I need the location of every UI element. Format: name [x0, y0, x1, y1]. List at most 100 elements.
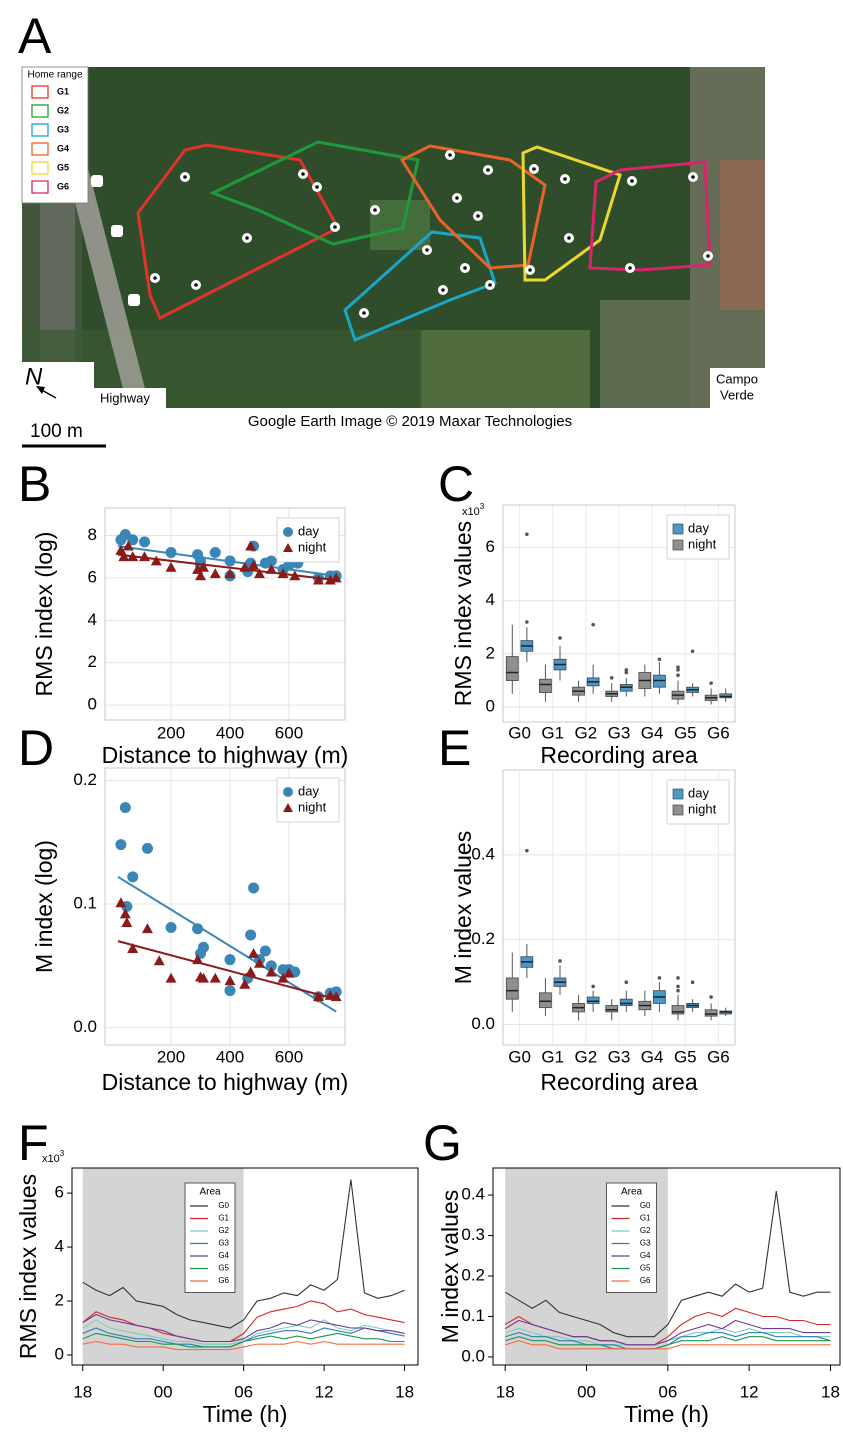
y-tick-label: 6	[55, 1183, 64, 1202]
legend-box	[666, 779, 730, 825]
map-legend-swatch	[31, 123, 49, 137]
y-tick-label: 0.3	[461, 1225, 485, 1244]
outlier	[609, 676, 614, 680]
north-label: N	[25, 363, 43, 390]
box	[505, 977, 519, 1000]
home-range-outline	[343, 230, 497, 343]
box	[539, 678, 552, 693]
y-axis-label: M index values	[437, 1190, 463, 1343]
x-tick-label: 400	[216, 1047, 244, 1066]
point	[283, 559, 295, 571]
recorder-center	[455, 196, 459, 200]
point	[259, 945, 271, 957]
y-tick-label: 4	[486, 590, 495, 609]
y-tick-label: 2	[88, 652, 97, 671]
outlier	[657, 976, 662, 980]
x-tick-label: G5	[674, 1047, 697, 1066]
y-tick-label: 0.1	[461, 1306, 485, 1325]
x-tick-label: 00	[577, 1382, 596, 1401]
outlier	[591, 984, 595, 989]
x-tick-label: 600	[275, 723, 303, 742]
series-line	[82, 1332, 405, 1348]
point	[245, 966, 257, 977]
outlier	[624, 980, 629, 984]
x-tick-label: 200	[157, 723, 185, 742]
series-line	[82, 1179, 405, 1329]
legend-box	[606, 1182, 657, 1293]
site-marker	[111, 225, 123, 237]
point	[197, 941, 209, 953]
y-axis-label: M index values	[450, 831, 476, 984]
map-legend-swatch	[31, 142, 49, 156]
box	[671, 1005, 685, 1015]
box	[539, 992, 552, 1009]
x-axis-label: Distance to highway (m)	[102, 1069, 349, 1095]
outlier	[525, 620, 529, 624]
point	[253, 957, 265, 968]
x-tick-label: G1	[541, 1047, 564, 1066]
point	[153, 955, 165, 966]
map-legend-swatch	[31, 104, 49, 118]
legend-swatch	[672, 523, 684, 535]
recorder-center	[567, 236, 571, 240]
plot-frame	[104, 507, 346, 721]
point	[245, 540, 257, 551]
outlier	[525, 532, 529, 537]
x-tick-label: 600	[275, 1047, 303, 1066]
point	[248, 947, 260, 958]
map-legend-label: G4	[57, 143, 69, 153]
plot-frame	[492, 1167, 841, 1366]
x-tick-label: 06	[234, 1382, 253, 1401]
x-tick-label: G6	[707, 723, 730, 742]
y-tick-label: 0.0	[471, 1014, 495, 1033]
map-legend-swatch	[31, 180, 49, 194]
recorder-center	[532, 167, 536, 171]
x-axis-label: Recording area	[540, 742, 697, 768]
point	[224, 954, 236, 966]
point	[115, 897, 127, 908]
x-axis-label: Recording area	[540, 1069, 697, 1095]
panel-label: E	[438, 720, 471, 776]
legend-label: G2	[640, 1226, 651, 1235]
highway-label: Highway	[100, 390, 150, 405]
legend-label: G5	[218, 1264, 229, 1273]
outlier	[690, 649, 695, 654]
y-axis-label: RMS index values	[15, 1174, 41, 1359]
north-box	[22, 362, 94, 408]
y-axis-label: M index (log)	[31, 840, 57, 973]
box	[586, 996, 600, 1004]
outlier	[676, 665, 680, 670]
recorder-center	[630, 179, 634, 183]
panel-label: A	[18, 8, 52, 64]
panel-label: D	[18, 720, 54, 776]
panel-label: F	[18, 1115, 49, 1171]
outlier	[676, 988, 680, 993]
point	[119, 802, 131, 814]
map-legend-swatch	[31, 85, 49, 99]
home-range-outline	[209, 140, 420, 246]
recorder-center	[691, 175, 695, 179]
legend-label: day	[688, 520, 709, 535]
home-range-outline	[399, 144, 547, 270]
y-tick-label: 0	[55, 1344, 64, 1363]
point	[248, 882, 260, 894]
box	[704, 1009, 718, 1017]
recorder-center	[528, 268, 532, 272]
legend-label: night	[688, 801, 717, 816]
legend-label: G0	[640, 1201, 651, 1210]
y-tick-label: 0.2	[461, 1265, 485, 1284]
legend-label: G5	[640, 1264, 651, 1273]
series-line	[504, 1319, 831, 1346]
outlier	[624, 668, 629, 672]
legend-label: G6	[640, 1276, 651, 1285]
outlier	[676, 673, 680, 677]
x-tick-label: 12	[740, 1382, 759, 1401]
point	[122, 540, 134, 551]
y-axis-label: RMS index (log)	[31, 532, 57, 697]
axis-multiplier: x103	[462, 502, 485, 518]
place-label: Verde	[720, 387, 754, 402]
point	[119, 908, 131, 919]
legend-box	[184, 1182, 236, 1293]
point	[253, 568, 265, 579]
